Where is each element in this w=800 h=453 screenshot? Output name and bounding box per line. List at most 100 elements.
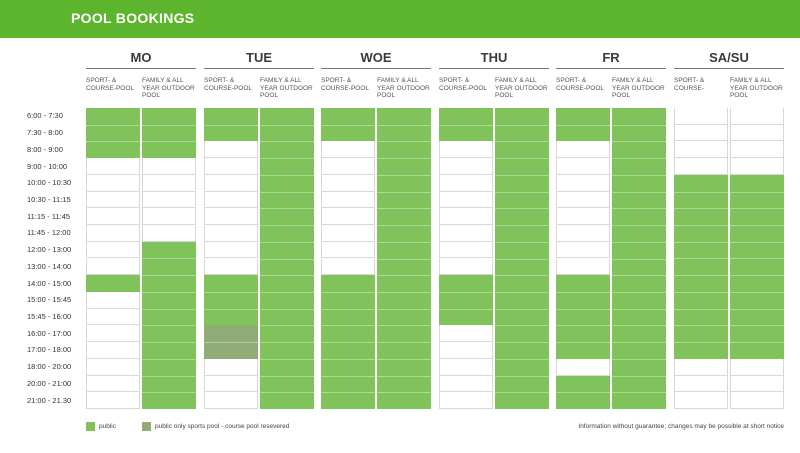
time-slot-cell[interactable] — [556, 158, 610, 175]
time-slot-cell[interactable] — [142, 225, 196, 242]
time-slot-cell[interactable] — [730, 158, 784, 175]
time-slot-cell[interactable] — [674, 124, 728, 142]
slot-divider — [674, 308, 728, 310]
time-slot-cell[interactable] — [730, 392, 784, 409]
public-booking-block[interactable] — [377, 108, 431, 409]
time-slot-cell[interactable] — [439, 258, 493, 276]
time-slot-cell[interactable] — [674, 158, 728, 175]
time-slot-label: 20:00 - 21:00 — [27, 378, 72, 388]
time-slot-cell[interactable] — [439, 358, 493, 376]
time-slot-cell[interactable] — [321, 174, 375, 192]
public-booking-block[interactable] — [204, 275, 258, 326]
time-slot-cell[interactable] — [142, 191, 196, 209]
family-pool-column — [495, 108, 549, 409]
time-slot-cell[interactable] — [204, 225, 258, 242]
time-slot-cell[interactable] — [86, 375, 140, 393]
public-booking-block[interactable] — [321, 275, 375, 409]
public-booking-block[interactable] — [260, 108, 314, 409]
time-slot-cell[interactable] — [556, 141, 610, 159]
public-booking-block[interactable] — [556, 275, 610, 359]
time-slot-cell[interactable] — [730, 141, 784, 159]
public-booking-block[interactable] — [439, 275, 493, 326]
time-slot-cell[interactable] — [86, 241, 140, 259]
time-slot-cell[interactable] — [674, 108, 728, 125]
time-slot-cell[interactable] — [674, 375, 728, 393]
time-slot-cell[interactable] — [439, 208, 493, 226]
time-slot-cell[interactable] — [439, 191, 493, 209]
time-slot-cell[interactable] — [142, 174, 196, 192]
time-slot-cell[interactable] — [204, 158, 258, 175]
time-slot-cell[interactable] — [439, 325, 493, 343]
time-slot-cell[interactable] — [204, 141, 258, 159]
time-slot-cell[interactable] — [321, 191, 375, 209]
time-slot-cell[interactable] — [204, 358, 258, 376]
public-booking-block[interactable] — [86, 108, 140, 159]
time-slot-cell[interactable] — [674, 392, 728, 409]
time-slot-cell[interactable] — [730, 375, 784, 393]
time-slot-cell[interactable] — [439, 241, 493, 259]
time-slot-cell[interactable] — [204, 191, 258, 209]
time-slot-cell[interactable] — [730, 124, 784, 142]
sports-pool-only-block[interactable] — [204, 325, 258, 359]
time-slot-cell[interactable] — [439, 342, 493, 359]
public-booking-block[interactable] — [142, 108, 196, 159]
time-slot-cell[interactable] — [556, 241, 610, 259]
time-slot-cell[interactable] — [86, 342, 140, 359]
time-slot-cell[interactable] — [86, 208, 140, 226]
time-slot-cell[interactable] — [204, 208, 258, 226]
time-slot-cell[interactable] — [86, 191, 140, 209]
time-slot-cell[interactable] — [439, 158, 493, 175]
time-slot-cell[interactable] — [556, 258, 610, 276]
time-slot-cell[interactable] — [439, 375, 493, 393]
public-booking-block[interactable] — [556, 375, 610, 409]
time-slot-cell[interactable] — [204, 375, 258, 393]
public-booking-block[interactable] — [204, 108, 258, 142]
time-slot-cell[interactable] — [556, 174, 610, 192]
time-slot-cell[interactable] — [556, 191, 610, 209]
time-slot-cell[interactable] — [86, 225, 140, 242]
time-slot-cell[interactable] — [142, 208, 196, 226]
time-slot-cell[interactable] — [321, 225, 375, 242]
time-slot-cell[interactable] — [439, 141, 493, 159]
time-slot-cell[interactable] — [142, 158, 196, 175]
public-booking-block[interactable] — [321, 108, 375, 142]
slot-divider — [495, 191, 549, 193]
time-slot-cell[interactable] — [439, 225, 493, 242]
time-slot-cell[interactable] — [86, 174, 140, 192]
public-booking-block[interactable] — [612, 108, 666, 409]
time-slot-cell[interactable] — [556, 225, 610, 242]
time-slot-cell[interactable] — [86, 258, 140, 276]
time-slot-cell[interactable] — [204, 174, 258, 192]
time-slot-cell[interactable] — [321, 158, 375, 175]
slot-divider — [260, 258, 314, 260]
time-slot-cell[interactable] — [86, 291, 140, 309]
time-slot-cell[interactable] — [321, 258, 375, 276]
public-booking-block[interactable] — [556, 108, 610, 142]
time-slot-cell[interactable] — [86, 392, 140, 409]
public-booking-block[interactable] — [674, 174, 728, 359]
time-slot-cell[interactable] — [321, 241, 375, 259]
public-booking-block[interactable] — [142, 241, 196, 409]
time-slot-cell[interactable] — [204, 258, 258, 276]
public-booking-block[interactable] — [730, 174, 784, 359]
time-slot-cell[interactable] — [439, 174, 493, 192]
time-slot-cell[interactable] — [674, 141, 728, 159]
public-booking-block[interactable] — [439, 108, 493, 142]
time-slot-cell[interactable] — [86, 158, 140, 175]
time-slot-cell[interactable] — [86, 308, 140, 326]
time-slot-cell[interactable] — [730, 358, 784, 376]
time-slot-cell[interactable] — [204, 241, 258, 259]
time-slot-cell[interactable] — [86, 325, 140, 343]
slot-divider — [142, 358, 196, 360]
public-booking-block[interactable] — [86, 275, 140, 292]
time-slot-cell[interactable] — [321, 208, 375, 226]
time-slot-cell[interactable] — [556, 358, 610, 376]
time-slot-cell[interactable] — [674, 358, 728, 376]
time-slot-cell[interactable] — [86, 358, 140, 376]
time-slot-cell[interactable] — [204, 392, 258, 409]
time-slot-cell[interactable] — [439, 392, 493, 409]
time-slot-cell[interactable] — [730, 108, 784, 125]
time-slot-cell[interactable] — [556, 208, 610, 226]
public-booking-block[interactable] — [495, 108, 549, 409]
time-slot-cell[interactable] — [321, 141, 375, 159]
